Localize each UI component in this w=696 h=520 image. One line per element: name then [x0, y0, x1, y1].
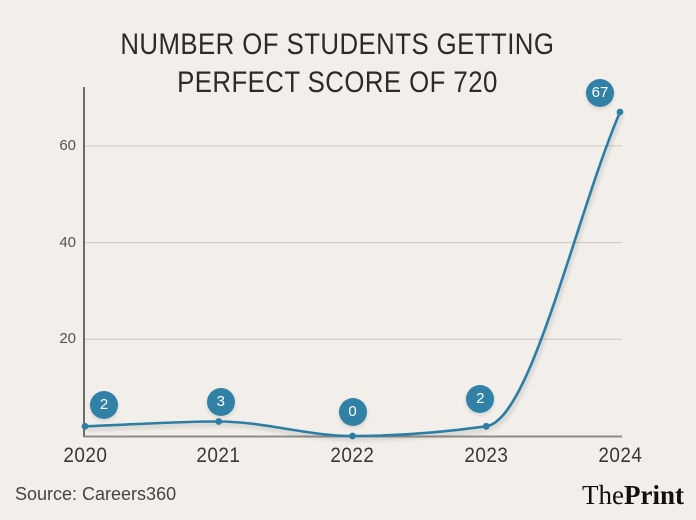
data-point-dot-2021 — [215, 418, 223, 425]
source-credit: Source: Careers360 — [15, 484, 177, 504]
data-badge-2023: 2 — [466, 385, 495, 414]
theprint-logo-the: The — [582, 480, 624, 510]
chart-title-line1: NUMBER OF STUDENTS GETTING — [120, 28, 555, 61]
data-badge-2022: 0 — [338, 398, 367, 426]
data-point-dot-2023 — [482, 422, 490, 430]
y-tick-label-60: 60 — [59, 136, 76, 154]
x-axis-label-2020: 2020 — [63, 444, 107, 467]
theprint-logo: ThePrint — [582, 480, 684, 511]
data-point-dot-2020 — [81, 422, 89, 430]
trend-line-shadow — [86, 114, 624, 442]
y-tick-label-20: 20 — [59, 330, 76, 348]
x-axis-label-2024: 2024 — [598, 444, 642, 467]
data-point-dot-2024 — [616, 108, 624, 116]
chart-title: NUMBER OF STUDENTS GETTING PERFECT SCORE… — [0, 26, 675, 102]
y-tick-label-40: 40 — [59, 233, 76, 251]
x-axis-label-2021: 2021 — [196, 444, 241, 467]
theprint-logo-print: Print — [624, 480, 684, 510]
data-badge-2024: 67 — [586, 79, 614, 107]
x-axis-label-2022: 2022 — [330, 444, 375, 467]
data-point-dot-2022 — [349, 432, 356, 440]
x-axis-label-2023: 2023 — [464, 444, 509, 467]
trend-line — [83, 110, 622, 438]
chart-title-line2: PERFECT SCORE OF 720 — [177, 66, 498, 99]
data-badge-2021: 3 — [206, 388, 235, 417]
data-badge-2020: 2 — [90, 391, 118, 420]
